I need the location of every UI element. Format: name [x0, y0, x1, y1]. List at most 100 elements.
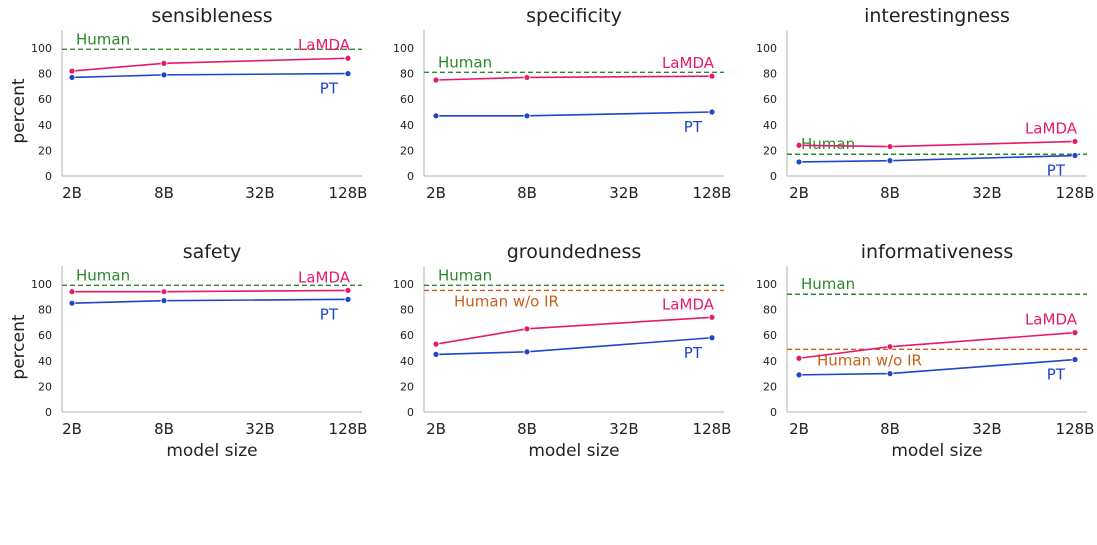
data-point-pt: [523, 112, 531, 120]
data-point-lamda: [795, 354, 803, 362]
data-point-lamda: [344, 286, 352, 294]
data-point-lamda: [344, 54, 352, 62]
y-tick-label: 80: [400, 304, 414, 317]
y-tick-label: 20: [763, 144, 777, 157]
data-point-lamda: [68, 67, 76, 75]
data-point-pt: [160, 71, 168, 79]
data-point-lamda: [708, 313, 716, 321]
x-axis-label: model size: [166, 441, 257, 461]
data-point-lamda: [886, 143, 894, 150]
series-label-lamda: LaMDA: [298, 268, 351, 286]
y-axis-label: percent: [9, 314, 29, 379]
series-label-lamda: LaMDA: [1025, 119, 1078, 137]
y-tick-label: 20: [38, 144, 52, 157]
data-point-lamda: [886, 343, 894, 351]
data-point-lamda: [432, 340, 440, 348]
series-line-lamda: [72, 289, 349, 293]
y-tick-label: 40: [38, 355, 52, 368]
y-tick-label: 80: [763, 304, 777, 317]
panel-specificity: specificity 0 20 40 60 80 100 2B 8B 32B 128B Human L…: [393, 5, 731, 202]
y-tick-label: 100: [31, 42, 52, 55]
x-tick-label: 32B: [972, 420, 1001, 438]
data-point-lamda: [432, 76, 440, 84]
series-line-pt: [435, 336, 713, 356]
x-tick-label: 128B: [1056, 184, 1095, 202]
data-point-lamda: [708, 72, 716, 80]
series-label-pt: PT: [320, 80, 339, 98]
y-tick-label: 80: [38, 304, 52, 317]
series-line-lamda: [435, 75, 713, 81]
reference-label-human: Human: [438, 266, 492, 284]
x-tick-label: 2B: [62, 184, 82, 202]
data-point-pt: [886, 370, 894, 378]
reference-label-human_wo_ir: Human w/o IR: [817, 351, 922, 369]
x-tick-label: 128B: [329, 184, 368, 202]
x-tick-label: 8B: [154, 420, 174, 438]
y-tick-label: 100: [31, 278, 52, 291]
data-point-pt: [160, 297, 168, 305]
x-axis-label: model size: [891, 441, 982, 461]
y-tick-label: 100: [756, 278, 777, 291]
panel-interestingness: interestingness 0 20 40 60 80 100 2B 8B 32B 128B Hu…: [756, 5, 1094, 202]
panel-title: groundedness: [507, 241, 642, 263]
series-label-lamda: LaMDA: [1025, 311, 1078, 329]
data-point-lamda: [68, 288, 76, 296]
x-tick-label: 2B: [789, 420, 809, 438]
x-tick-label: 2B: [426, 184, 446, 202]
series-label-pt: PT: [1047, 162, 1066, 180]
series-label-lamda: LaMDA: [662, 295, 715, 313]
data-point-lamda: [523, 74, 531, 81]
y-tick-label: 100: [756, 42, 777, 55]
series-line-pt: [798, 154, 1076, 163]
y-tick-label: 40: [763, 119, 777, 132]
panel-groundedness: groundedness 0 20 40 60 80 100 2B 8B 32B 128B model…: [393, 241, 731, 461]
panel-title: informativeness: [861, 241, 1013, 263]
y-tick-label: 0: [407, 406, 414, 419]
y-tick-label: 60: [400, 329, 414, 342]
x-tick-label: 8B: [880, 184, 900, 202]
series-label-lamda: LaMDA: [662, 54, 715, 72]
x-tick-label: 128B: [329, 420, 368, 438]
y-tick-label: 60: [763, 329, 777, 342]
y-tick-label: 0: [407, 170, 414, 183]
data-point-pt: [795, 158, 803, 166]
reference-label-human: Human: [76, 266, 130, 284]
data-point-pt: [1071, 356, 1079, 363]
data-point-pt: [1071, 152, 1079, 159]
y-tick-label: 80: [400, 68, 414, 81]
x-tick-label: 8B: [517, 420, 537, 438]
reference-label-human: Human: [801, 135, 855, 153]
data-point-lamda: [795, 141, 803, 149]
y-tick-label: 60: [38, 329, 52, 342]
y-tick-label: 20: [38, 380, 52, 393]
y-tick-label: 0: [770, 170, 777, 183]
x-tick-label: 32B: [609, 184, 638, 202]
y-tick-label: 100: [393, 42, 414, 55]
y-tick-label: 60: [763, 93, 777, 106]
series-label-pt: PT: [1047, 366, 1066, 384]
x-tick-label: 128B: [693, 420, 732, 438]
x-tick-label: 32B: [609, 420, 638, 438]
y-tick-label: 0: [45, 406, 52, 419]
y-tick-label: 60: [38, 93, 52, 106]
y-tick-label: 40: [38, 119, 52, 132]
data-point-lamda: [160, 59, 168, 67]
y-tick-label: 40: [400, 355, 414, 368]
data-point-lamda: [1071, 138, 1079, 145]
series-label-lamda: LaMDA: [298, 36, 351, 54]
data-point-lamda: [1071, 329, 1079, 337]
data-point-pt: [523, 348, 531, 356]
y-tick-label: 80: [38, 68, 52, 81]
y-tick-label: 0: [770, 406, 777, 419]
panel-title: interestingness: [864, 5, 1010, 27]
x-tick-label: 128B: [1056, 420, 1095, 438]
data-point-pt: [708, 108, 716, 116]
series-line-pt: [71, 298, 349, 304]
data-point-pt: [886, 157, 894, 165]
x-tick-label: 2B: [426, 420, 446, 438]
data-point-lamda: [523, 325, 531, 333]
reference-label-human: Human: [801, 275, 855, 293]
y-tick-label: 60: [400, 93, 414, 106]
data-point-pt: [432, 350, 440, 358]
reference-label-human: Human: [76, 30, 130, 48]
